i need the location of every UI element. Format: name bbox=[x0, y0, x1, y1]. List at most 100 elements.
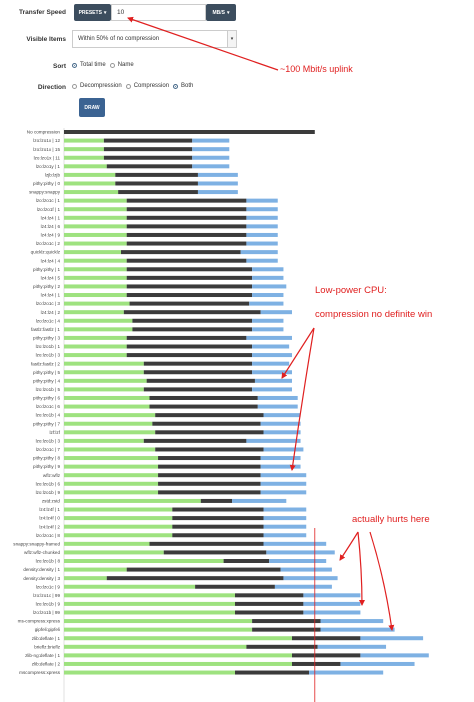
bar-segment-decompression bbox=[263, 447, 304, 452]
bar-segment-compression bbox=[64, 207, 127, 212]
bar-segment-transfer bbox=[106, 576, 284, 581]
annotation-uplink: ~100 Mbit/s uplink bbox=[280, 64, 353, 74]
bar-segment-compression bbox=[64, 387, 144, 392]
unit-button[interactable]: MB/S ▾ bbox=[206, 4, 236, 21]
bar-segment-transfer bbox=[126, 215, 247, 220]
bar-segment-decompression bbox=[257, 395, 298, 400]
category-label: No compression bbox=[27, 130, 61, 135]
bar-segment-decompression bbox=[252, 275, 284, 280]
bar-segment-compression bbox=[64, 258, 127, 263]
bar-segment-decompression bbox=[263, 413, 301, 418]
bar-segment-transfer bbox=[126, 224, 247, 229]
bar-segment-decompression bbox=[254, 378, 292, 383]
annotation-low-power-2: compression no definite win bbox=[315, 309, 433, 320]
bar-segment-transfer bbox=[143, 361, 253, 366]
bar-segment-compression bbox=[64, 198, 127, 203]
category-label: lzo:lzo1c | 6 bbox=[36, 404, 61, 409]
direction-option-decompression[interactable]: Decompression bbox=[72, 83, 122, 89]
category-label: pithy:pithy | 3 bbox=[33, 336, 60, 341]
bar-segment-transfer bbox=[158, 456, 261, 461]
bar-segment-transfer bbox=[155, 430, 264, 435]
bar-segment-compression bbox=[64, 327, 133, 332]
bar-segment-transfer bbox=[158, 490, 261, 495]
bar-segment-transfer bbox=[149, 541, 264, 546]
bar-segment-compression bbox=[64, 172, 116, 177]
bar-segment-transfer bbox=[292, 661, 341, 666]
category-label: quicklz:quicklz bbox=[31, 250, 61, 255]
category-label: lzo:lzo1c | 99 bbox=[33, 593, 60, 598]
bar-segment-decompression bbox=[246, 198, 278, 203]
bar-segment-compression bbox=[64, 584, 196, 589]
visible-items-select[interactable]: Within 50% of no compression ▾ bbox=[72, 30, 237, 48]
category-label: lzo:lzo1x | 12 bbox=[33, 138, 60, 143]
category-label: zlib-ng:deflate | 1 bbox=[25, 653, 60, 658]
category-label: lzo:lzo1b | 5 bbox=[36, 387, 61, 392]
direction-options: Decompression Compression Both bbox=[72, 83, 193, 89]
bar-segment-compression bbox=[64, 155, 104, 160]
radio-empty-icon bbox=[109, 62, 115, 68]
bar-segment-decompression bbox=[360, 653, 429, 658]
bar-segment-decompression bbox=[197, 190, 238, 195]
bar-segment-transfer bbox=[103, 138, 193, 143]
bar-segment-transfer bbox=[235, 610, 304, 615]
bar-segment-transfer bbox=[292, 653, 361, 658]
bar-segment-compression bbox=[64, 395, 150, 400]
bar-segment-decompression bbox=[252, 387, 292, 392]
bar-segment-transfer bbox=[143, 370, 253, 375]
category-label: lzo:lzo1b | 1 bbox=[36, 344, 61, 349]
bar-segment-compression bbox=[64, 533, 173, 538]
bar-segment-compression bbox=[64, 370, 144, 375]
bar-segment-decompression bbox=[232, 498, 287, 503]
category-label: lzo:lzo1b | 9 bbox=[36, 602, 61, 607]
category-label: pithy:pithy | 8 bbox=[33, 456, 60, 461]
bar-segment-decompression bbox=[246, 335, 292, 340]
bar-segment-decompression bbox=[249, 301, 284, 306]
bar-segment-transfer bbox=[115, 181, 198, 186]
category-label: pithy:pithy | 9 bbox=[33, 464, 60, 469]
bar-segment-compression bbox=[64, 293, 127, 298]
category-label: lzjb:lzjb bbox=[45, 173, 61, 178]
bar-segment-decompression bbox=[192, 155, 230, 160]
direction-option-both[interactable]: Both bbox=[173, 83, 193, 89]
bar-segment-decompression bbox=[260, 421, 301, 426]
unit-label: MB/S bbox=[212, 9, 225, 16]
bar-segment-transfer bbox=[126, 344, 253, 349]
visible-items-label: Visible Items bbox=[26, 36, 66, 43]
category-label: lz4:lz4f | 1 bbox=[39, 507, 60, 512]
bar-segment-transfer bbox=[126, 293, 253, 298]
category-label: pithy:pithy | 4 bbox=[33, 378, 60, 383]
bar-segment-compression bbox=[64, 447, 156, 452]
bar-segment-transfer bbox=[200, 498, 233, 503]
sort-option-name[interactable]: Name bbox=[109, 62, 134, 68]
presets-button[interactable]: PRESETS ▾ bbox=[74, 4, 111, 21]
bar-segment-compression bbox=[64, 301, 130, 306]
sort-option-total-time[interactable]: Total time bbox=[72, 62, 106, 68]
direction-option-compression[interactable]: Compression bbox=[125, 83, 170, 89]
category-label: pithy:pithy | 5 bbox=[33, 370, 60, 375]
category-label: mscompress:xpress bbox=[19, 670, 61, 675]
bar-segment-transfer bbox=[115, 172, 198, 177]
bar-segment-transfer bbox=[235, 593, 304, 598]
category-label: lzo:lzo1c | 8 bbox=[36, 533, 61, 538]
direction-label: Direction bbox=[37, 84, 66, 91]
direction-option-label: Compression bbox=[133, 83, 170, 89]
category-label: lzo:lzo1c | 4 bbox=[36, 318, 61, 323]
bar-segment-compression bbox=[64, 224, 127, 229]
arrow-low-power-2 bbox=[289, 327, 315, 471]
bar-segment-compression bbox=[64, 627, 253, 632]
speed-input[interactable]: 10 bbox=[111, 4, 206, 21]
bar-segment-transfer bbox=[252, 627, 321, 632]
bar-segment-decompression bbox=[274, 584, 332, 589]
bar-segment-transfer bbox=[172, 507, 264, 512]
category-label: lz4:lz4 | 1 bbox=[41, 293, 61, 298]
bar-segment-transfer bbox=[121, 250, 241, 255]
category-label: lzo:lzo1c | 2 bbox=[36, 241, 61, 246]
category-label: lzf:lzf bbox=[50, 430, 61, 435]
bar-segment-decompression bbox=[246, 258, 278, 263]
bar-segment-compression bbox=[64, 335, 127, 340]
category-label: lzo:lzo1b | 3 bbox=[36, 353, 61, 358]
bar-segment-compression bbox=[64, 524, 173, 529]
sort-label: Sort bbox=[53, 63, 66, 70]
draw-button[interactable]: DRAW bbox=[79, 98, 105, 117]
category-label: lz4:lz4 | 9 bbox=[41, 233, 61, 238]
